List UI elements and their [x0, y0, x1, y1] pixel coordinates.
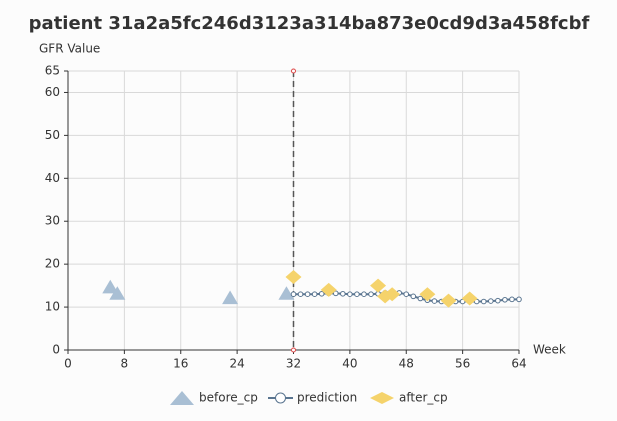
- marker-diamond: [461, 291, 478, 306]
- y-tick-label: 65: [45, 64, 60, 78]
- marker-triangle: [278, 286, 295, 300]
- point: [354, 291, 360, 298]
- cp-end: [291, 68, 296, 74]
- y-tick-label: 60: [45, 85, 60, 99]
- point: [332, 290, 339, 297]
- x-tick-label: 40: [342, 357, 357, 371]
- legend-icon: [370, 392, 394, 404]
- point: [304, 291, 311, 298]
- point: [290, 291, 297, 298]
- y-tick-label: 0: [52, 343, 60, 357]
- point: [417, 295, 424, 302]
- y-tick-label: 10: [45, 300, 60, 314]
- x-tick-label: 24: [229, 357, 244, 371]
- point: [495, 297, 501, 304]
- cp-end: [291, 347, 296, 353]
- point: [410, 293, 417, 300]
- x-axis-label: Week: [533, 343, 566, 357]
- marker-diamond: [440, 293, 457, 308]
- marker-diamond: [370, 278, 387, 293]
- y-tick-label: 40: [45, 171, 60, 185]
- legend-label: prediction: [297, 391, 357, 405]
- point: [509, 296, 515, 303]
- marker-diamond: [285, 270, 302, 285]
- point: [318, 290, 325, 297]
- x-tick-label: 48: [399, 357, 414, 371]
- point: [488, 298, 494, 304]
- point: [368, 291, 374, 298]
- marker-diamond: [419, 287, 436, 302]
- marker-triangle: [222, 290, 239, 305]
- x-tick-label: 16: [173, 357, 188, 371]
- marker-triangle: [102, 279, 119, 294]
- point: [297, 291, 304, 298]
- y-axis-label: GFR Value: [39, 42, 100, 56]
- point: [516, 296, 522, 303]
- x-tick-label: 32: [286, 357, 301, 371]
- y-tick-label: 30: [45, 214, 60, 228]
- x-tick-label: 8: [121, 357, 129, 371]
- x-tick-label: 64: [511, 357, 526, 371]
- marker-triangle: [109, 286, 126, 300]
- x-tick-label: 56: [455, 357, 470, 371]
- point: [431, 298, 438, 304]
- y-tick-label: 50: [45, 128, 60, 142]
- x-tick-label: 0: [64, 357, 72, 371]
- point: [480, 298, 487, 305]
- point: [361, 291, 367, 298]
- point: [403, 291, 410, 298]
- point: [311, 291, 318, 298]
- point: [502, 296, 508, 303]
- legend-icon: [170, 391, 194, 405]
- legend-icon: [275, 392, 286, 404]
- legend-label: after_cp: [399, 391, 448, 405]
- marker-diamond: [320, 282, 337, 297]
- point: [347, 291, 353, 298]
- marker-diamond: [384, 287, 401, 302]
- point: [340, 290, 346, 297]
- chart-title: patient 31a2a5fc246d3123a314ba873e0cd9d3…: [29, 13, 590, 34]
- legend-label: before_cp: [199, 391, 258, 405]
- y-tick-label: 20: [45, 257, 60, 271]
